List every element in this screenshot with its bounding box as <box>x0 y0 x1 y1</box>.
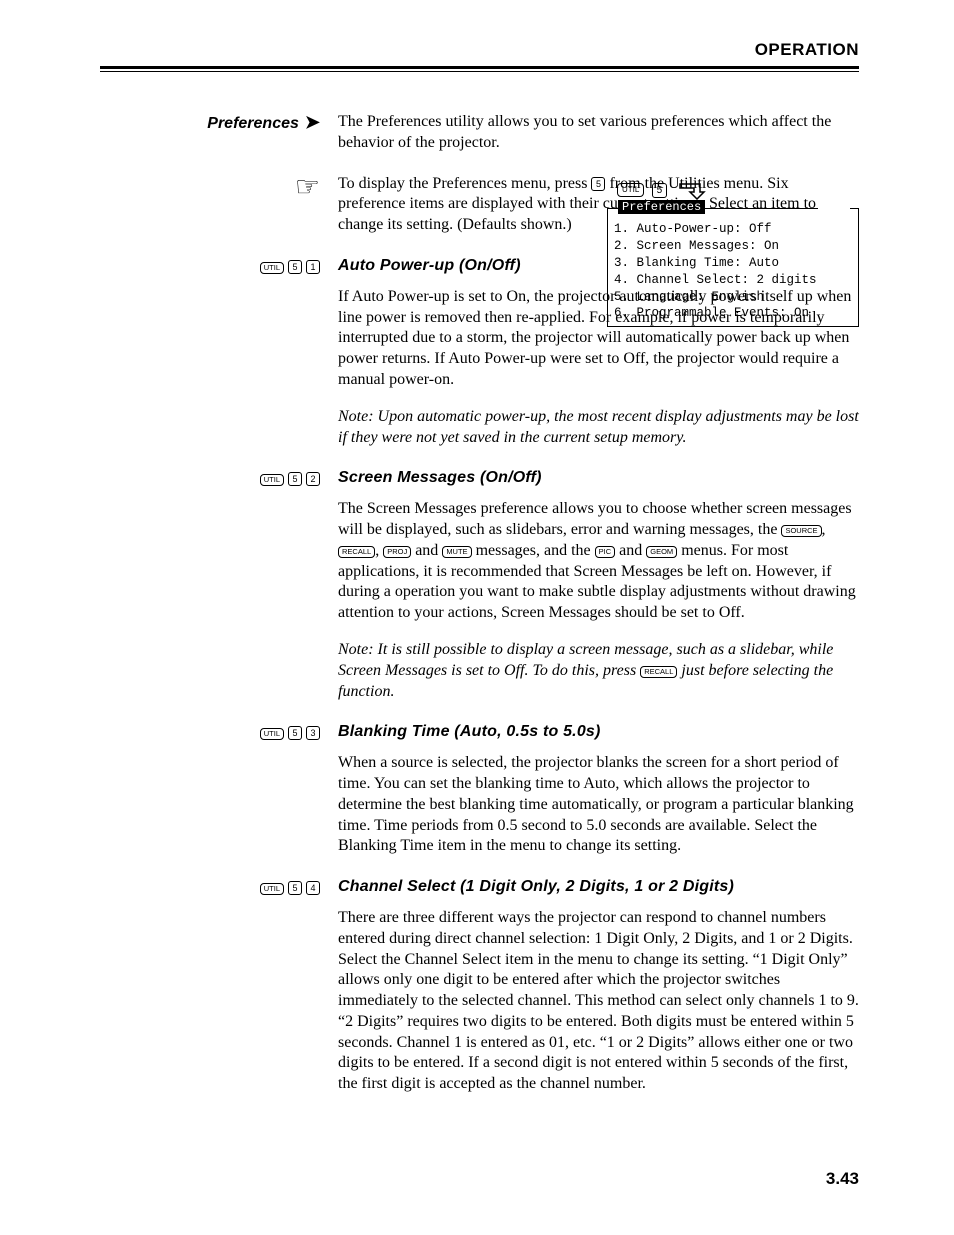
page: OPERATION UTIL 5 Preferences 1. Auto-Pow… <box>0 0 954 1235</box>
proj-key-icon: PROJ <box>383 546 411 558</box>
note-auto-power: Note: Upon automatic power-up, the most … <box>338 407 859 449</box>
recall-key-icon: RECALL <box>338 546 375 558</box>
key-1-icon: 1 <box>306 260 320 274</box>
intro-p2-part-a: To display the Preferences menu, press <box>338 175 591 192</box>
content-area: UTIL 5 Preferences 1. Auto-Power-up: Off… <box>100 112 859 1115</box>
util-key-icon: UTIL <box>260 883 284 895</box>
sm-a: The Screen Messages preference allows yo… <box>338 500 852 538</box>
down-arrow-icon <box>678 180 708 200</box>
key-5-icon: 5 <box>288 881 302 895</box>
heading-channel: Channel Select (1 Digit Only, 2 Digits, … <box>338 877 859 898</box>
pref-item-3: 3. Blanking Time: Auto <box>614 255 852 272</box>
heading-screen-msgs: Screen Messages (On/Off) <box>338 468 859 489</box>
body-channel: There are three different ways the proje… <box>338 908 859 1095</box>
key-sequence-screen-msgs: UTIL 5 2 <box>260 470 320 488</box>
note-screen-msgs: Note: It is still possible to display a … <box>338 640 859 702</box>
hand-pointing-icon: ☞ <box>295 172 320 203</box>
pref-item-4: 4. Channel Select: 2 digits <box>614 272 852 289</box>
sm-b: , <box>822 521 826 538</box>
util-key-icon: UTIL <box>260 262 284 274</box>
pref-item-6: 6. Programmable Events: On <box>614 305 852 322</box>
util-key-icon: UTIL <box>617 183 644 197</box>
key-sequence-auto-power: UTIL 5 1 <box>260 258 320 276</box>
key-5-icon: 5 <box>288 472 302 486</box>
page-number: 3.43 <box>826 1169 859 1189</box>
preferences-panel-keys: UTIL 5 <box>607 180 859 200</box>
preferences-menu-title: Preferences <box>618 200 705 214</box>
sm-c: , <box>375 542 383 559</box>
mute-key-icon: MUTE <box>442 546 471 558</box>
pic-key-icon: PIC <box>595 546 616 558</box>
header-rule <box>100 66 859 72</box>
key-5-inline-icon: 5 <box>591 177 605 191</box>
preferences-panel: UTIL 5 Preferences 1. Auto-Power-up: Off… <box>607 180 859 327</box>
source-key-icon: SOURCE <box>781 525 821 537</box>
pref-item-1: 1. Auto-Power-up: Off <box>614 221 852 238</box>
util-key-icon: UTIL <box>260 728 284 740</box>
intro-paragraph-1: The Preferences utility allows you to se… <box>338 112 859 154</box>
key-sequence-blanking: UTIL 5 3 <box>260 724 320 742</box>
pref-item-2: 2. Screen Messages: On <box>614 238 852 255</box>
key-5-icon: 5 <box>288 726 302 740</box>
pref-item-5: 5. Language: English <box>614 289 852 306</box>
key-4-icon: 4 <box>306 881 320 895</box>
sm-e: messages, and the <box>472 542 595 559</box>
preferences-menu-box: Preferences 1. Auto-Power-up: Off 2. Scr… <box>607 208 859 327</box>
key-5-icon: 5 <box>652 183 667 198</box>
key-3-icon: 3 <box>306 726 320 740</box>
header-section-title: OPERATION <box>755 40 859 60</box>
preferences-menu-list: 1. Auto-Power-up: Off 2. Screen Messages… <box>614 221 852 322</box>
sm-d: and <box>411 542 442 559</box>
arrow-icon: ➤ <box>305 112 320 132</box>
util-key-icon: UTIL <box>260 474 284 486</box>
heading-blanking: Blanking Time (Auto, 0.5s to 5.0s) <box>338 722 859 743</box>
sidehead-preferences: Preferences ➤ <box>207 115 320 132</box>
geom-key-icon: GEOM <box>646 546 677 558</box>
key-2-icon: 2 <box>306 472 320 486</box>
sm-f: and <box>615 542 646 559</box>
body-screen-msgs: The Screen Messages preference allows yo… <box>338 499 859 624</box>
sidehead-preferences-label: Preferences <box>207 115 299 132</box>
key-sequence-channel: UTIL 5 4 <box>260 879 320 897</box>
key-5-icon: 5 <box>288 260 302 274</box>
recall-key-icon: RECALL <box>640 666 677 678</box>
body-blanking: When a source is selected, the projector… <box>338 753 859 857</box>
